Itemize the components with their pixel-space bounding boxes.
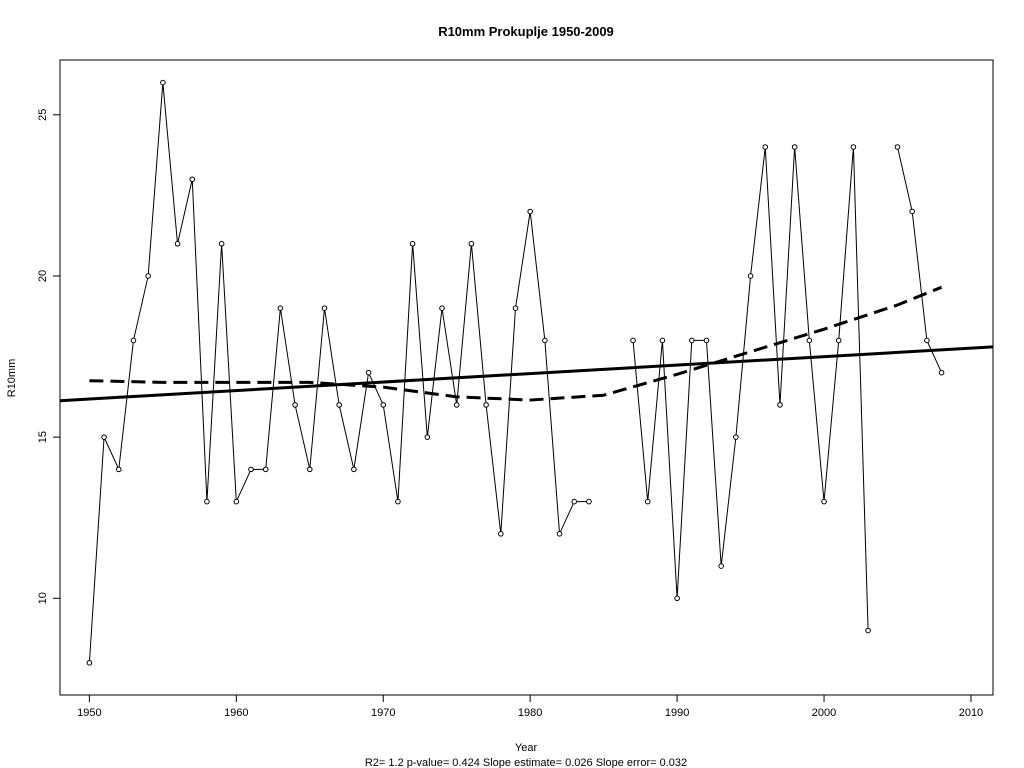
data-point xyxy=(909,208,915,215)
data-point xyxy=(409,240,416,247)
data-point xyxy=(189,176,196,183)
data-point xyxy=(248,466,254,473)
y-axis-label: R10mm xyxy=(6,359,18,398)
x-axis: 1950 1960 1970 1980 1990 2000 2010 xyxy=(77,695,983,719)
trend-line xyxy=(60,345,993,403)
chart-title: R10mm Prokuplje 1950-2009 xyxy=(438,24,614,39)
data-point xyxy=(865,627,871,634)
data-point xyxy=(453,402,460,408)
y-axis: 10 15 20 25 xyxy=(37,109,60,604)
x-tick-label: 1980 xyxy=(518,707,542,719)
data-point xyxy=(351,466,357,473)
data-point xyxy=(733,434,739,440)
data-point xyxy=(556,531,563,537)
data-point xyxy=(938,369,945,376)
y-tick-label: 25 xyxy=(37,109,49,121)
x-tick-label: 1950 xyxy=(77,707,101,719)
data-point xyxy=(835,337,842,344)
data-point xyxy=(762,144,769,150)
data-point xyxy=(115,466,122,473)
y-tick-label: 20 xyxy=(37,270,49,282)
data-point xyxy=(688,337,695,344)
data-point xyxy=(86,659,93,666)
data-point xyxy=(924,337,930,344)
data-point xyxy=(894,144,901,150)
data-point xyxy=(821,498,827,505)
data-point xyxy=(703,337,710,344)
data-point xyxy=(674,595,680,602)
series-line-segment xyxy=(632,146,869,631)
data-point xyxy=(571,498,578,505)
data-point xyxy=(395,498,401,505)
data-point xyxy=(174,240,181,247)
data-point xyxy=(292,402,298,408)
data-point xyxy=(718,563,724,569)
data-point xyxy=(586,498,592,505)
x-tick-label: 2010 xyxy=(959,707,983,719)
data-point xyxy=(630,337,636,344)
smoothed-curve xyxy=(89,285,943,402)
data-point xyxy=(659,337,666,344)
data-point xyxy=(439,305,445,311)
data-point xyxy=(483,402,489,408)
plot-area xyxy=(60,79,993,666)
data-point xyxy=(527,208,533,215)
data-point xyxy=(380,402,387,408)
data-point xyxy=(101,434,107,440)
data-point xyxy=(777,402,783,408)
data-point xyxy=(365,369,372,376)
y-tick-label: 15 xyxy=(37,431,49,443)
x-tick-label: 1990 xyxy=(665,707,689,719)
chart-footer: R2= 1.2 p-value= 0.424 Slope estimate= 0… xyxy=(365,757,687,768)
data-point xyxy=(806,337,813,344)
data-point xyxy=(160,79,166,86)
x-tick-label: 1970 xyxy=(371,707,395,719)
data-point xyxy=(145,273,151,279)
data-point xyxy=(130,337,137,344)
data-point xyxy=(497,531,504,537)
data-point xyxy=(747,273,754,279)
data-point xyxy=(542,337,548,344)
data-point xyxy=(321,305,328,311)
data-point xyxy=(218,240,225,247)
data-point xyxy=(791,144,798,150)
data-point xyxy=(262,466,269,473)
data-point xyxy=(850,144,857,150)
plot-frame xyxy=(59,59,994,696)
series-line-segment xyxy=(897,146,943,373)
data-point xyxy=(468,240,475,247)
data-point xyxy=(233,498,240,505)
y-tick-label: 10 xyxy=(37,592,49,604)
data-point xyxy=(336,402,342,408)
data-point xyxy=(644,498,651,505)
data-point xyxy=(204,498,210,505)
series-line-segment xyxy=(88,82,589,663)
x-axis-label: Year xyxy=(515,742,538,754)
data-point xyxy=(277,305,284,311)
data-point xyxy=(424,434,431,440)
data-point xyxy=(512,305,519,311)
data-point xyxy=(306,466,313,473)
x-tick-label: 2000 xyxy=(812,707,836,719)
x-tick-label: 1960 xyxy=(224,707,248,719)
